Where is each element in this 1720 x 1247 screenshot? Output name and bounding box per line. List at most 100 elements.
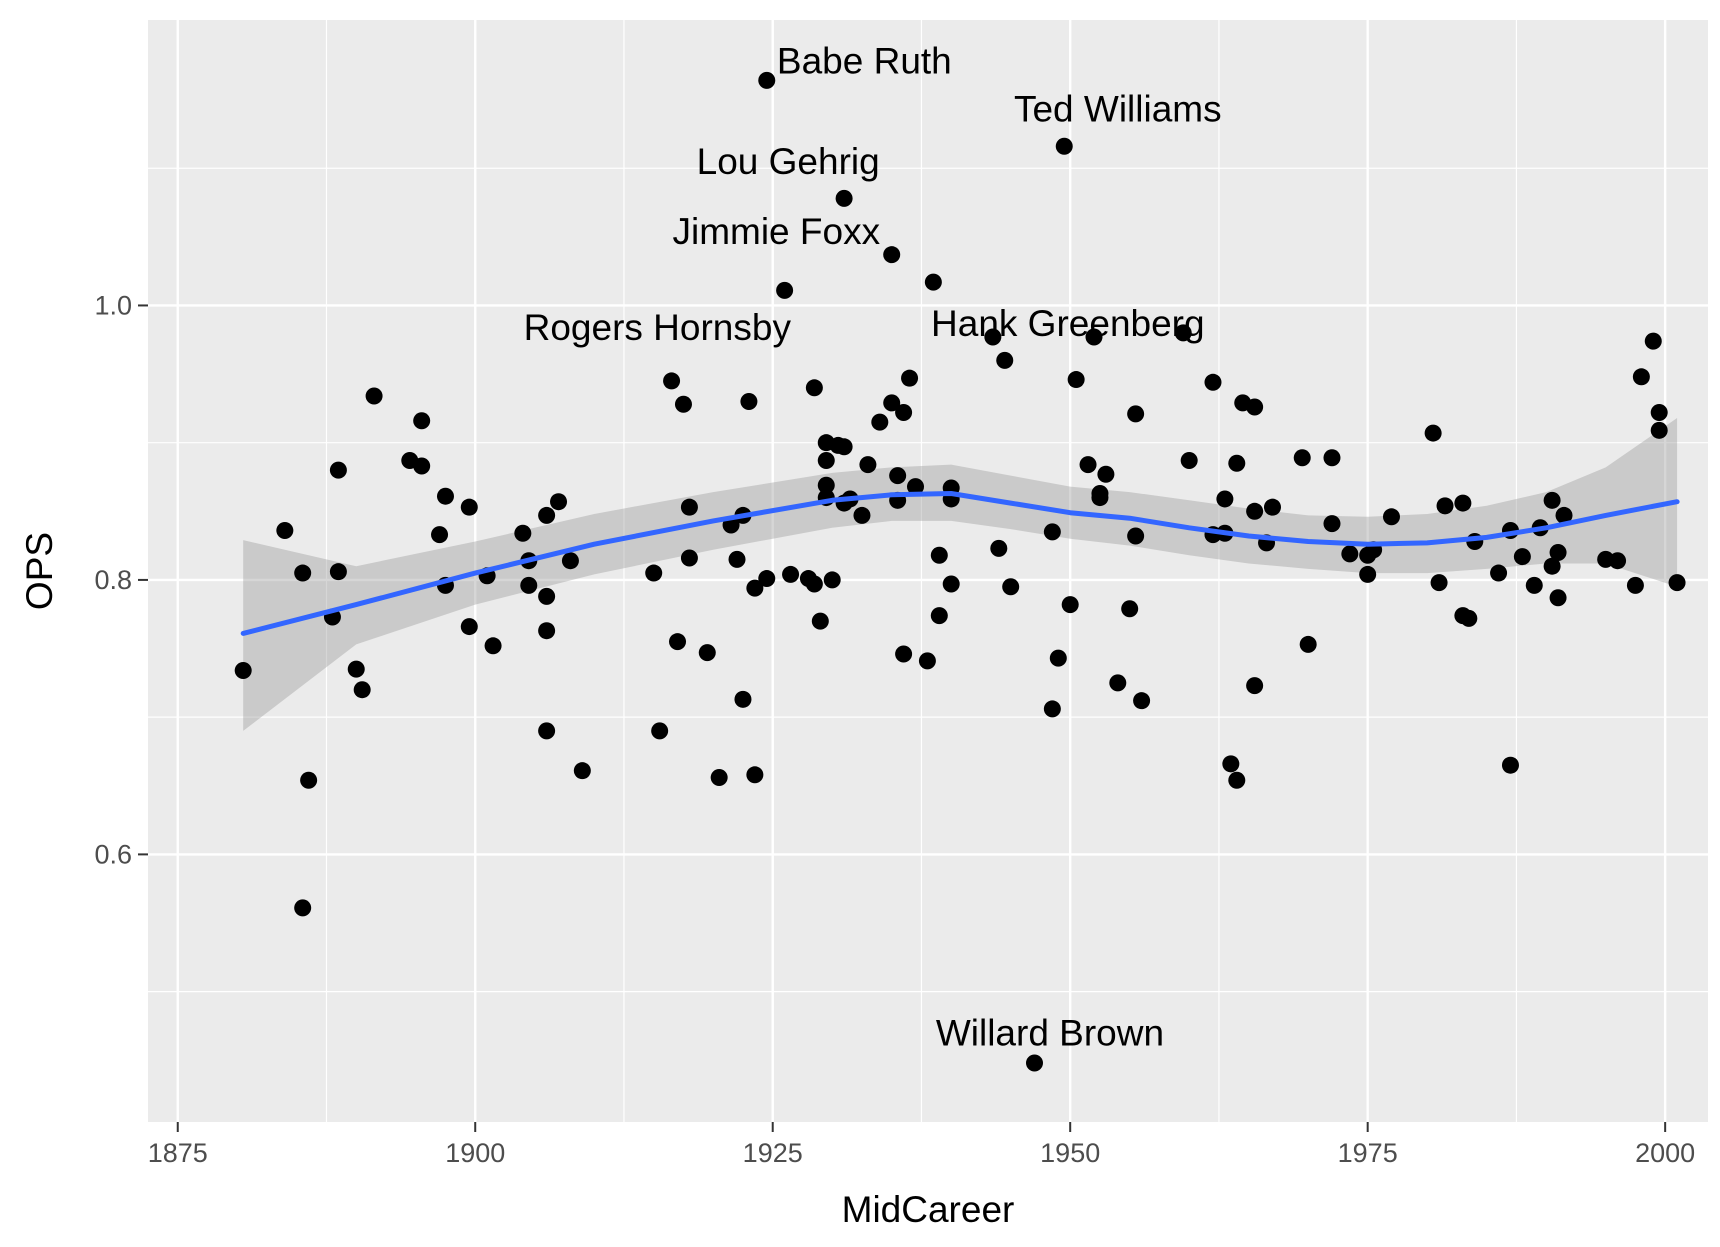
- data-point: [1246, 677, 1264, 695]
- data-point: [329, 563, 347, 581]
- data-point: [1216, 490, 1234, 508]
- data-point: [746, 579, 764, 597]
- data-point: [698, 644, 716, 662]
- data-point: [651, 722, 669, 740]
- data-point: [776, 281, 794, 299]
- data-point: [1424, 424, 1442, 442]
- data-point: [1490, 564, 1508, 582]
- data-point: [538, 722, 556, 740]
- point-annotation-label: Ted Williams: [1014, 89, 1222, 130]
- data-point: [538, 506, 556, 524]
- y-tick-label: 0.8: [94, 565, 132, 595]
- data-point: [1323, 449, 1341, 467]
- data-point: [1359, 565, 1377, 583]
- point-annotation-label: Lou Gehrig: [697, 141, 880, 182]
- data-point: [895, 645, 913, 663]
- data-point: [740, 393, 758, 411]
- data-point: [1067, 371, 1085, 389]
- data-point: [901, 369, 919, 387]
- y-axis: 0.6 0.8 1.0: [94, 290, 148, 869]
- point-annotation-label: Rogers Hornsby: [524, 307, 792, 348]
- data-point: [1382, 508, 1400, 526]
- data-point: [538, 622, 556, 640]
- data-point: [674, 395, 692, 413]
- data-point: [883, 246, 901, 264]
- plot-panel: [148, 20, 1708, 1122]
- point-annotation-label: Willard Brown: [936, 1012, 1164, 1053]
- data-point: [1436, 497, 1454, 515]
- data-point: [294, 564, 312, 582]
- x-tick-label: 1900: [445, 1138, 505, 1168]
- data-point: [734, 690, 752, 708]
- data-point: [329, 461, 347, 479]
- data-point: [1246, 502, 1264, 520]
- data-point: [1543, 557, 1561, 575]
- data-point: [817, 452, 835, 470]
- data-point: [1180, 452, 1198, 470]
- data-point: [413, 457, 431, 475]
- data-point: [1127, 405, 1145, 423]
- data-point: [984, 328, 1002, 346]
- data-point: [1626, 576, 1644, 594]
- data-point: [276, 522, 294, 540]
- data-point: [1228, 771, 1246, 789]
- data-point: [1668, 574, 1686, 592]
- data-point: [1454, 494, 1472, 512]
- data-point: [1650, 421, 1668, 439]
- data-point: [1525, 576, 1543, 594]
- data-point: [805, 575, 823, 593]
- data-point: [1323, 515, 1341, 533]
- data-point: [1049, 649, 1067, 667]
- data-point: [942, 575, 960, 593]
- data-point: [1293, 449, 1311, 467]
- data-point: [1061, 596, 1079, 614]
- data-point: [365, 387, 383, 405]
- data-point: [883, 394, 901, 412]
- x-axis-title: MidCareer: [842, 1189, 1015, 1230]
- data-point: [1085, 328, 1103, 346]
- data-point: [1109, 674, 1127, 692]
- data-point: [1002, 578, 1020, 596]
- data-point: [990, 539, 1008, 557]
- data-point: [930, 607, 948, 625]
- data-point: [1430, 574, 1448, 592]
- data-point: [353, 681, 371, 699]
- data-point: [1055, 137, 1073, 155]
- data-point: [1025, 1054, 1043, 1072]
- data-point: [550, 493, 568, 511]
- data-point: [1501, 756, 1519, 774]
- data-point: [1549, 589, 1567, 607]
- x-tick-label: 1925: [743, 1138, 803, 1168]
- y-tick-label: 0.6: [94, 839, 132, 869]
- data-point: [520, 576, 538, 594]
- x-axis: 1875 1900 1925 1950 1975 2000: [148, 1122, 1695, 1168]
- data-point: [1091, 489, 1109, 507]
- data-point: [538, 587, 556, 605]
- x-tick-label: 1950: [1040, 1138, 1100, 1168]
- confidence-ribbon: [243, 418, 1678, 731]
- data-point: [1513, 548, 1531, 566]
- data-point: [1246, 398, 1264, 416]
- data-point: [1263, 498, 1281, 516]
- data-point: [436, 487, 454, 505]
- point-annotations: Babe Ruth Ted Williams Lou Gehrig Jimmie Fo…: [524, 41, 1222, 1054]
- data-point: [996, 351, 1014, 369]
- data-point: [669, 633, 687, 651]
- data-point: [645, 564, 663, 582]
- data-point: [431, 526, 449, 544]
- data-point: [1299, 635, 1317, 653]
- data-point: [758, 71, 776, 89]
- data-point: [1121, 600, 1139, 618]
- data-point: [460, 498, 478, 516]
- data-point: [234, 661, 252, 679]
- y-tick-label: 1.0: [94, 290, 132, 320]
- data-point: [924, 273, 942, 291]
- data-point: [1460, 609, 1478, 627]
- data-point: [710, 769, 728, 787]
- data-point: [1543, 491, 1561, 509]
- smooth-trend-line: [240, 491, 1680, 636]
- data-point: [835, 189, 853, 207]
- data-point: [930, 546, 948, 564]
- data-point: [300, 771, 318, 789]
- data-point: [817, 476, 835, 494]
